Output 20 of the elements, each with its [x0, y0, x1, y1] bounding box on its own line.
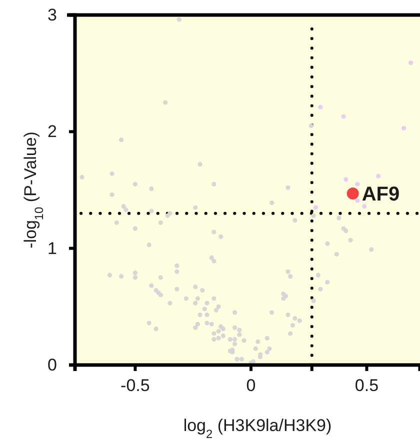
- point: [362, 204, 367, 209]
- point: [401, 126, 406, 130]
- x-tick-label: 0: [246, 376, 256, 396]
- point: [341, 114, 346, 119]
- y-tick-label: 2: [48, 122, 57, 142]
- x-tick-label: -0.5: [120, 376, 150, 396]
- point: [355, 198, 360, 203]
- point: [314, 205, 318, 210]
- x-axis-title: log$_{2}$ (H3K9la/H3K9): [183, 416, 332, 439]
- y-tick-label: 3: [48, 5, 57, 24]
- x-tick-label: 0.5: [354, 376, 379, 396]
- y-tick-label: 0: [48, 355, 57, 374]
- point: [408, 60, 414, 66]
- y-tick-label: 1: [48, 238, 57, 258]
- annotation: AF9: [362, 184, 400, 206]
- point: [346, 188, 359, 200]
- point: [344, 177, 348, 182]
- point: [376, 174, 381, 178]
- point: [355, 182, 360, 186]
- point: [318, 104, 323, 110]
